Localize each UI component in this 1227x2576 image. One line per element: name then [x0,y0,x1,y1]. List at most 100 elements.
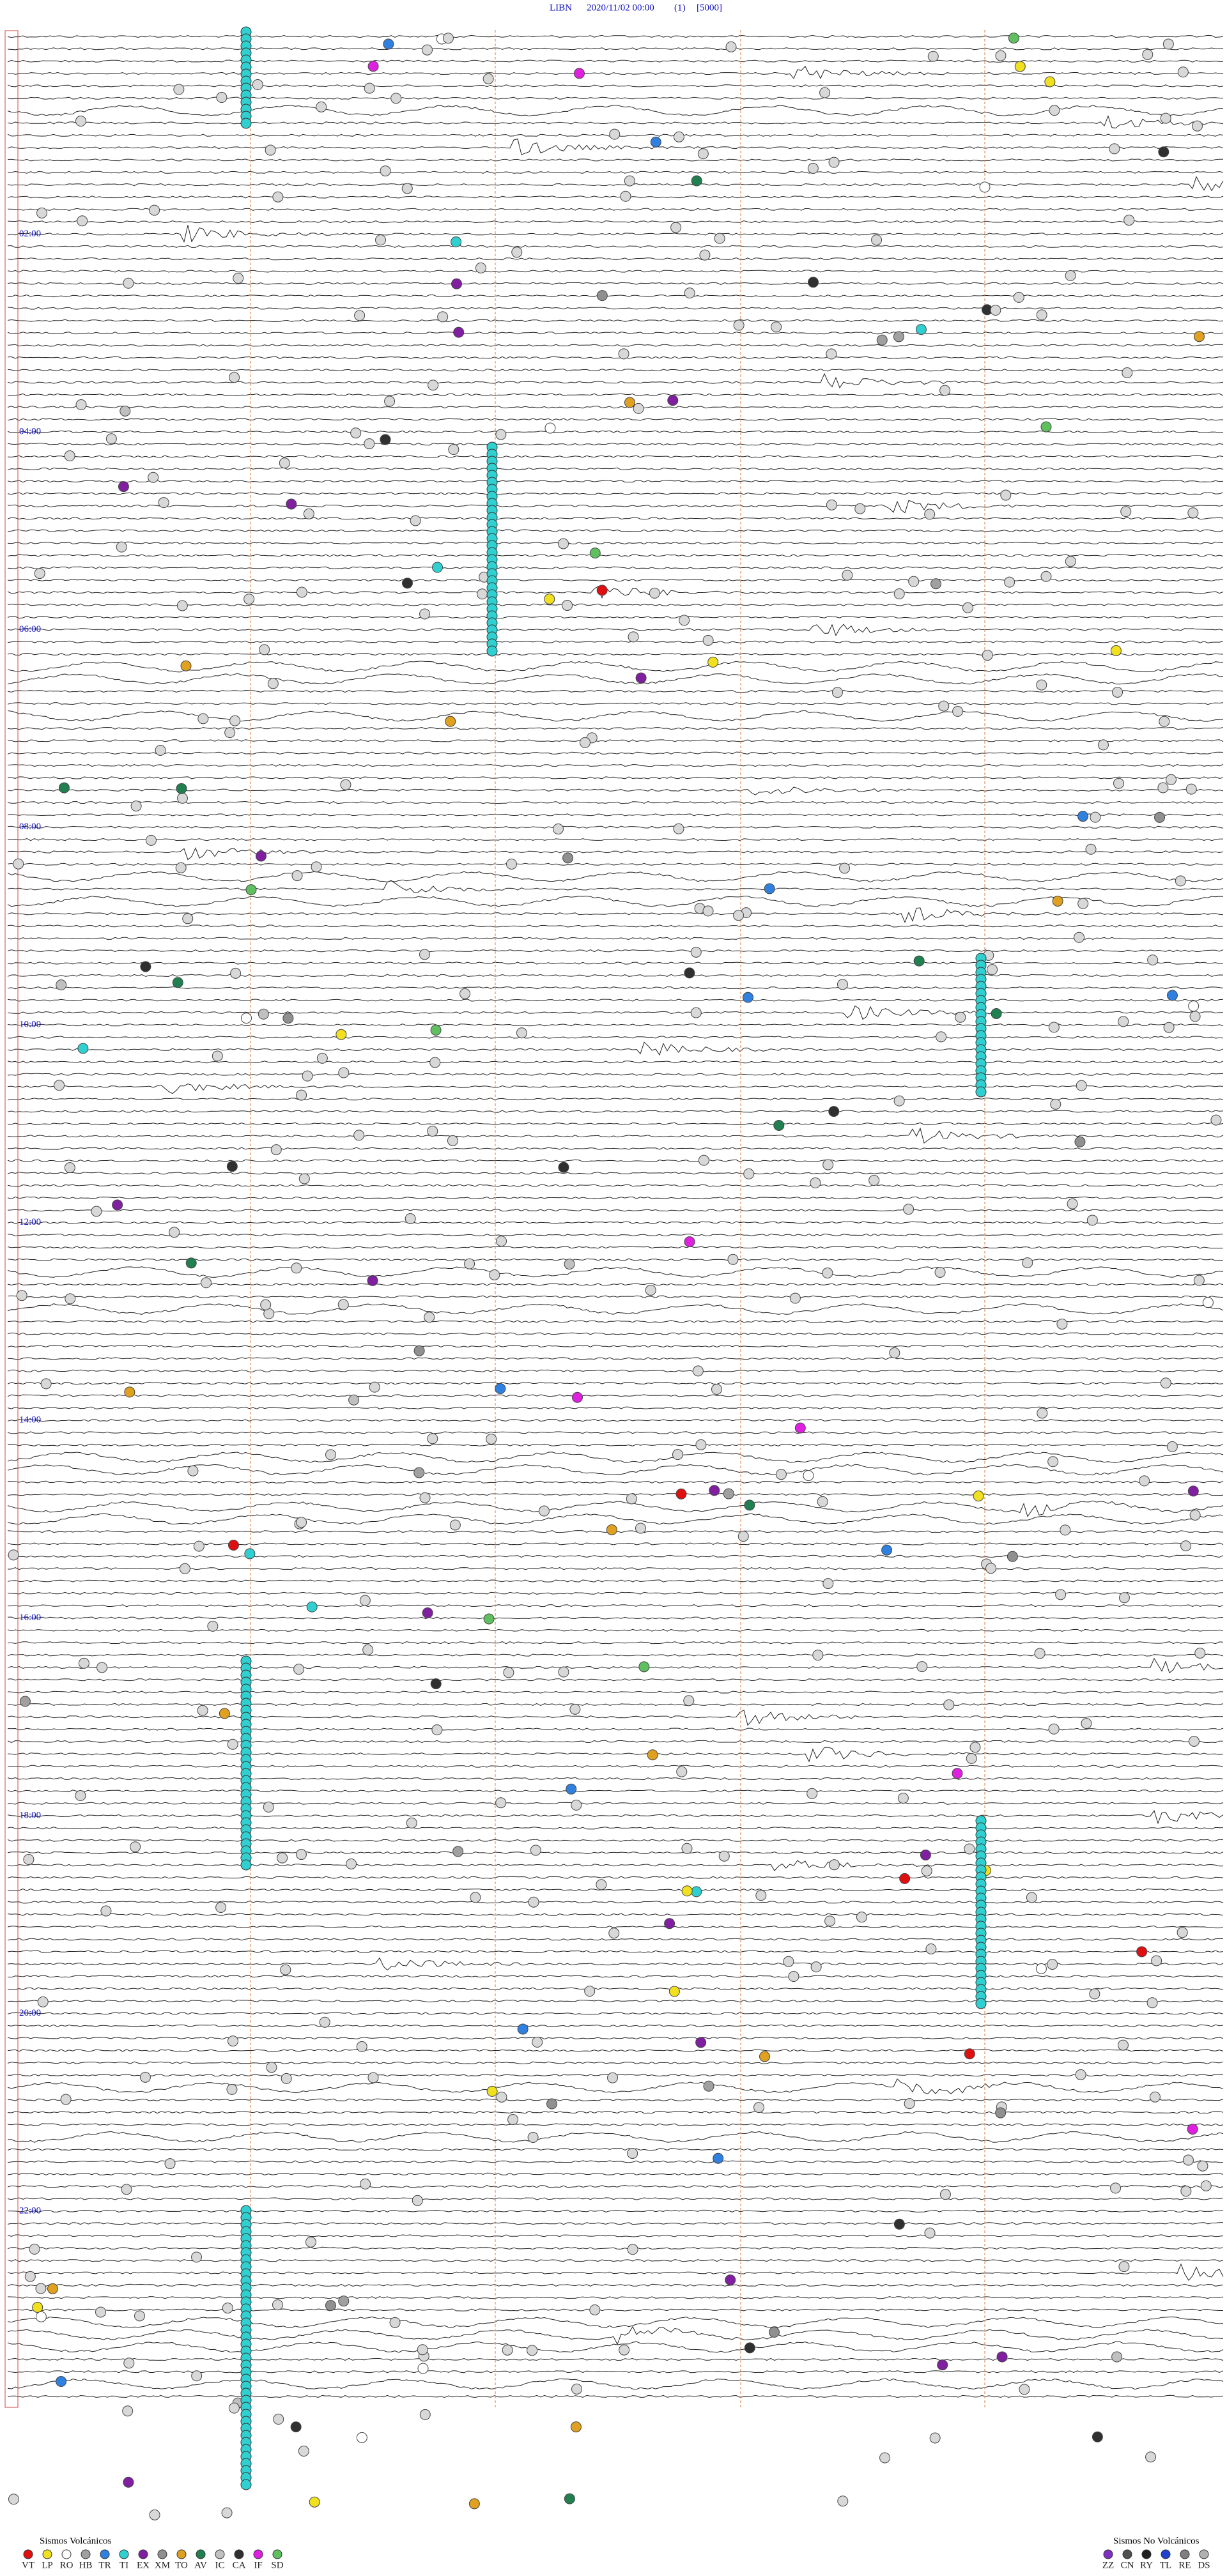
event-marker [95,2306,107,2318]
event-marker [122,2405,134,2417]
trace [7,1678,1224,1682]
legend-marker [1199,2549,1209,2559]
event-marker [182,913,194,924]
legend-marker [234,2549,244,2559]
event-marker [1036,309,1047,321]
event-marker [290,2421,302,2433]
event-marker [1074,1136,1086,1147]
trace [7,1579,1224,1583]
event-marker [286,498,297,510]
event-marker [360,2178,371,2189]
event-marker [65,1293,76,1305]
legend-code: EX [137,2560,150,2570]
trace [7,1513,1224,1525]
event-marker [270,1144,282,1156]
event-marker [255,850,266,862]
trace [7,47,1224,50]
trace [7,176,1224,192]
trace [7,2316,1224,2328]
event-marker [155,744,166,756]
event-marker [185,1257,197,1269]
trace [7,115,1224,128]
event-marker [638,1661,650,1673]
event-marker [273,2414,284,2425]
event-marker [881,1544,893,1556]
event-marker [422,1607,433,1618]
trace [7,2185,1224,2188]
event-marker [353,1130,365,1141]
event-marker [921,1865,932,1876]
event-marker [1187,1485,1199,1497]
event-marker [406,1817,417,1828]
event-marker [212,1050,223,1062]
minute-lines [4,30,985,2409]
event-marker [356,2432,367,2443]
event-marker [348,1394,360,1406]
trace [7,1957,1224,1971]
event-marker [265,144,276,156]
trace [7,1221,1224,1224]
event-marker [975,1086,987,1098]
trace [7,443,1224,446]
legend-code: IC [215,2560,225,2570]
time-label: 04:00 [19,426,41,436]
event-marker [699,249,711,261]
trace [7,1394,1224,1397]
trace [7,1320,1224,1323]
event-marker [427,1126,438,1137]
event-marker [1049,105,1060,116]
event-marker [296,1089,307,1101]
trace [7,1369,1224,1372]
event-marker [1187,507,1199,519]
event-marker [449,1519,461,1531]
event-marker [794,1422,806,1434]
trace [7,1809,1224,1825]
event-marker [511,247,523,258]
trace [7,1925,1224,1929]
event-marker [413,1345,425,1356]
event-marker [620,190,631,202]
trace [7,615,1224,619]
trace [7,1641,1224,1644]
event-marker [64,450,75,462]
event-marker [1048,1723,1060,1735]
event-marker [40,1378,52,1390]
trace [7,1657,1224,1674]
event-marker [807,162,819,174]
event-marker [1177,66,1189,78]
event-marker [924,2227,936,2239]
trace [7,586,1224,599]
event-marker [1166,1441,1178,1452]
event-marker [422,44,433,56]
event-marker [448,444,459,456]
event-marker [91,1206,102,1217]
event-marker [452,1846,464,1857]
event-marker [77,1043,89,1054]
event-marker [179,1563,190,1574]
trace [7,1041,1224,1056]
event-marker [690,1007,702,1018]
event-marker [589,548,601,559]
trace [7,208,1224,211]
trace [7,1703,1224,1706]
event-marker [191,2370,203,2382]
event-marker [828,1859,840,1871]
legend-marker [1141,2549,1152,2559]
event-marker [78,1657,89,1669]
event-marker [690,946,702,958]
event-marker [1013,291,1024,303]
event-marker [1180,2186,1192,2197]
event-marker [263,1801,274,1813]
event-marker [35,2283,47,2294]
trace [7,1357,1224,1360]
event-marker [527,2345,538,2356]
event-marker [1188,1000,1200,1012]
trace [7,220,1224,224]
event-marker [810,1177,821,1189]
event-marker [295,1849,307,1860]
trace [7,418,1224,421]
trace [7,2123,1224,2126]
event-marker [233,273,244,284]
event-marker [279,457,290,469]
trace [8,393,1224,397]
